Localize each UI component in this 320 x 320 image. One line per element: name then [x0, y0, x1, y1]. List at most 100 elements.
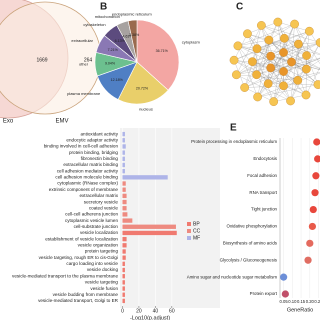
slice-label: mitochondrion: [95, 14, 120, 19]
slice-label: cytoplasm: [182, 40, 201, 45]
y-tick-label: Oxidative phosphorylation: [226, 224, 277, 229]
network-node: [315, 38, 320, 47]
y-tick-label: vesicle-mediated transport to the plasma…: [12, 273, 118, 278]
network-node: [286, 96, 295, 106]
network-edge: [236, 25, 262, 75]
bar: [122, 138, 125, 143]
network-edge: [247, 33, 274, 102]
y-tick-label: RNA transport: [249, 190, 277, 195]
y-tick-label: antioxidant activity: [80, 131, 118, 136]
pie-slice: [136, 19, 180, 91]
pie-slice: [127, 19, 138, 63]
y-tick-label: cell-cell adherens junction: [65, 212, 118, 217]
network-edge: [247, 33, 320, 55]
network-edge: [237, 45, 319, 85]
legend-swatch: [187, 222, 191, 226]
network-edge: [270, 31, 310, 57]
network-edge: [273, 71, 284, 102]
panel-label: E: [230, 123, 237, 134]
network-node: [279, 81, 288, 91]
bar: [122, 162, 125, 168]
y-tick-label: coated vesicle: [89, 205, 119, 210]
network-edge: [256, 74, 274, 102]
network-edge: [268, 83, 318, 85]
legend-label: CC: [193, 228, 201, 234]
network-node: [229, 55, 239, 65]
network-edge: [273, 69, 307, 102]
network-node: [240, 83, 249, 92]
network-edge: [257, 84, 318, 98]
network-edge: [234, 31, 310, 61]
network-edge: [283, 52, 319, 85]
bar: [122, 168, 125, 174]
network-node: [293, 76, 303, 85]
slice-percent: 12.18%: [111, 78, 124, 82]
dot: [314, 155, 320, 163]
legend-label: BP: [193, 221, 200, 227]
dot: [280, 273, 288, 281]
network-node: [294, 39, 303, 49]
network-node: [243, 29, 252, 39]
network-edge: [277, 22, 284, 72]
bar: [122, 286, 125, 291]
y-tick-label: fibronectin binding: [81, 156, 119, 161]
y-tick-label: cell adhesion mediator activity: [57, 168, 119, 173]
y-tick-label: vesicle docking: [87, 267, 119, 272]
x-tick-label: 0.05: [280, 299, 289, 304]
y-tick-label: cargo loading into vesicle: [66, 261, 118, 266]
network-edge: [257, 52, 284, 98]
venn-count: 1669: [36, 57, 47, 63]
legend-label: MF: [193, 235, 200, 241]
network-edge: [236, 42, 320, 75]
network-edge: [236, 67, 271, 75]
network-node: [302, 51, 311, 60]
network-edge: [244, 48, 258, 88]
venn-count: 264: [84, 57, 93, 63]
slice-percent: 36.71%: [156, 49, 169, 53]
slice-percent: 20.72%: [136, 86, 149, 90]
network-edge: [257, 24, 295, 98]
x-tick-label: 0.20: [306, 299, 315, 304]
network-edge: [252, 61, 298, 81]
bar: [122, 243, 127, 248]
legend-swatch: [187, 229, 191, 233]
x-tick-label: 60: [169, 308, 175, 314]
y-tick-label: Protein processing in endoplasmic reticu…: [191, 139, 277, 144]
network-edge: [261, 25, 320, 43]
y-tick-label: Glycolysis / Gluconeogenesis: [220, 257, 278, 262]
y-tick-label: cytoplasmic (RNase complex): [57, 181, 118, 186]
network-node: [313, 80, 320, 89]
bar: [122, 255, 126, 260]
panel-label: C: [236, 2, 243, 13]
network-edge: [256, 55, 307, 75]
bar: [122, 249, 126, 254]
network-edge: [305, 67, 320, 96]
network-edge: [247, 33, 284, 86]
network-edge: [273, 31, 310, 102]
network-edge: [270, 42, 320, 68]
network-node: [264, 35, 274, 45]
dot: [308, 222, 317, 231]
x-axis-label: -Log10(p.adjust): [130, 315, 170, 320]
dot: [304, 256, 312, 264]
bar: [122, 298, 125, 304]
slice-percent: 9.04%: [105, 61, 116, 65]
slice-percent: 3.38%: [129, 33, 140, 37]
pie-slice: [117, 61, 169, 105]
network-node: [279, 48, 288, 57]
bar: [122, 187, 126, 192]
network-edge: [261, 25, 271, 68]
network-edge: [284, 38, 320, 55]
slice-label: other: [79, 62, 89, 67]
bar: [122, 280, 125, 285]
network-node: [232, 70, 241, 80]
y-tick-label: Protein export: [250, 291, 278, 296]
network-node: [301, 90, 311, 100]
y-tick-label: cell adhesion molecule binding: [55, 175, 118, 180]
network-node: [287, 57, 296, 67]
bar: [122, 156, 125, 161]
y-tick-label: extrinsic component of membrane: [49, 187, 119, 192]
network-node: [279, 67, 288, 76]
network-edge: [305, 55, 307, 95]
slice-label: extracellular: [71, 38, 93, 43]
